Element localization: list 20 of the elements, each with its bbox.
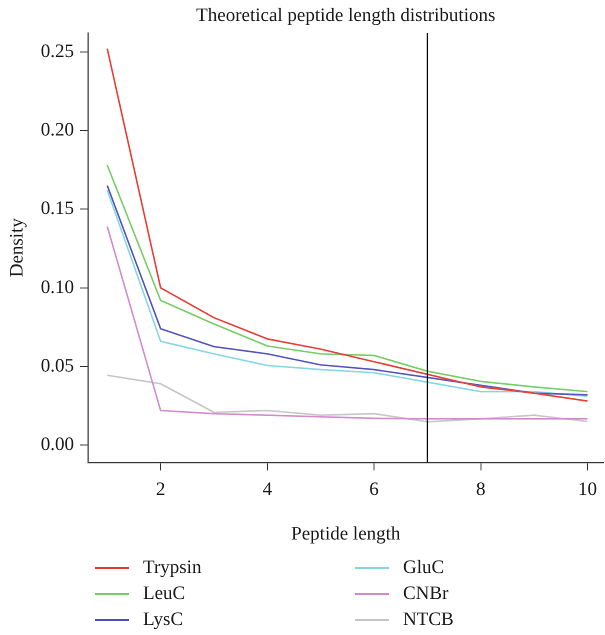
legend-label: LysC: [143, 609, 184, 631]
x-tick-label: 10: [578, 478, 597, 500]
legend-label: NTCB: [403, 609, 454, 631]
y-tick-label: 0.20: [40, 120, 74, 141]
y-tick-label: 0.05: [40, 355, 74, 376]
y-tick-label: 0.25: [40, 40, 74, 62]
y-tick-label: 0.00: [40, 434, 74, 456]
legend-label: LeuC: [143, 583, 186, 605]
x-tick-label: 4: [262, 478, 273, 500]
y-tick-label: 0.10: [40, 276, 74, 298]
x-tick-label: 8: [476, 478, 486, 500]
chart-title: Theoretical peptide length distributions: [196, 4, 496, 26]
y-axis-title: Density: [6, 218, 28, 278]
legend-label: CNBr: [403, 583, 448, 605]
x-tick-label: 6: [369, 478, 379, 500]
y-tick-label: 0.15: [40, 198, 74, 220]
x-axis-title: Peptide length: [291, 524, 401, 545]
x-tick-label: 2: [156, 478, 166, 500]
legend-label: Trypsin: [143, 557, 202, 579]
legend-label: GluC: [403, 557, 444, 579]
